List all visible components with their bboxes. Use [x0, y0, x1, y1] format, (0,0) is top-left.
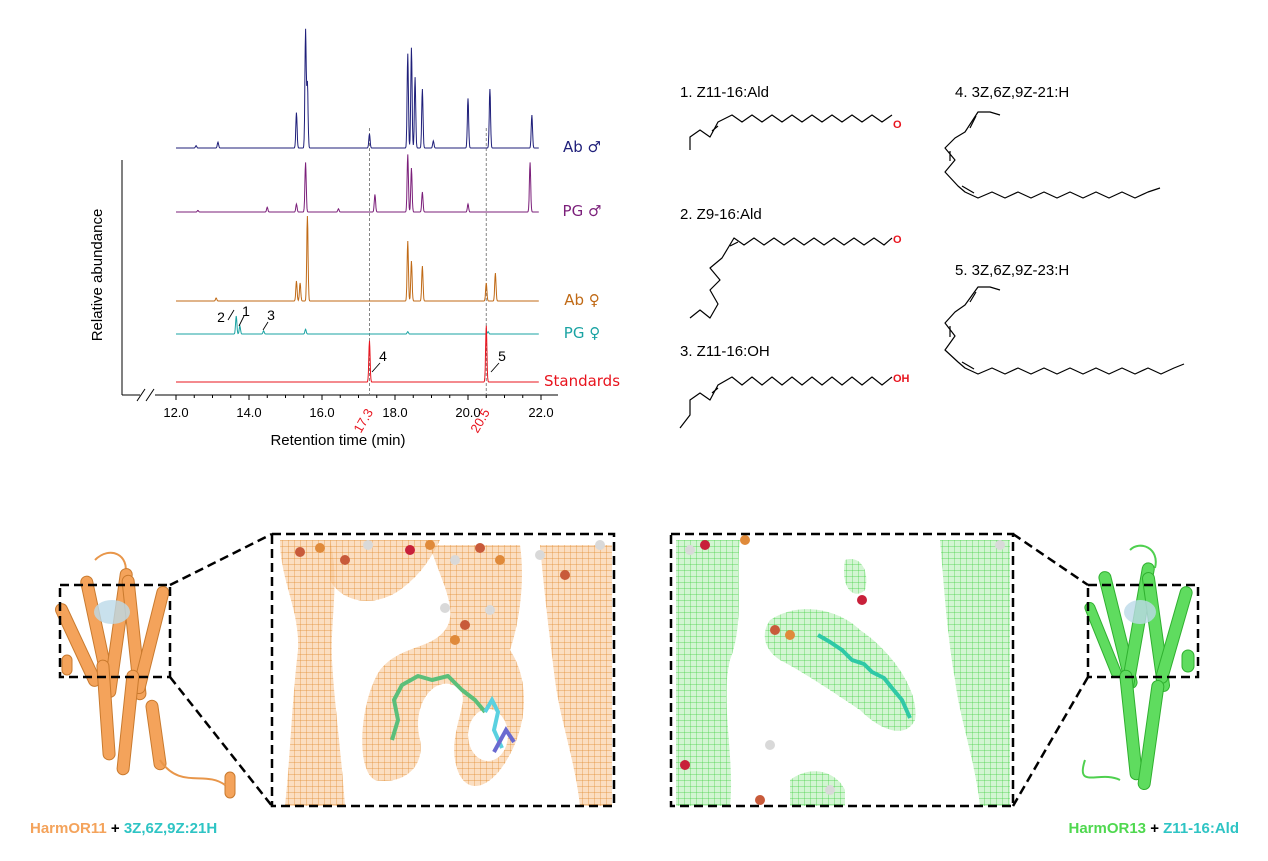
protein-cartoon-harmor13 [1081, 544, 1195, 791]
peak-label: 5 [498, 348, 506, 364]
protein-cartoon-harmor11 [55, 551, 236, 799]
zoom-box-small-left [58, 583, 172, 679]
double-bond-3 [711, 387, 719, 394]
double-bond-5a [969, 291, 977, 303]
axis-break-mark [136, 388, 146, 402]
axis-break-mark [145, 388, 155, 402]
x-tick-label: 18.0 [382, 405, 407, 420]
structure-5 [944, 286, 1185, 375]
ligand-name-right: Z11-16:Ald [1163, 820, 1239, 837]
peak-label-leader [227, 309, 235, 321]
structure-2 [689, 237, 893, 319]
x-tick-label: 14.0 [236, 405, 261, 420]
peak-labels: 2 1 3 4 5 [217, 303, 506, 373]
double-bond-1 [711, 125, 719, 132]
compound-label-5: 5. 3Z,6Z,9Z-23:H [955, 262, 1069, 279]
receptor-name-left: HarmOR11 [30, 820, 107, 837]
x-ticks: 12.0 14.0 16.0 18.0 20.0 22.0 [163, 395, 554, 420]
peak-label: 3 [267, 307, 275, 323]
caption-left: HarmOR11 + 3Z,6Z,9Z:21H [30, 820, 217, 837]
compound-label-1: 1. Z11-16:Ald [680, 84, 769, 101]
zoom-line [1012, 532, 1089, 587]
double-bond-2 [729, 241, 739, 247]
peak-label: 4 [379, 348, 387, 364]
double-bond-4c [961, 185, 975, 194]
peak-label: 1 [242, 303, 250, 319]
y-axis-label: Relative abundance [89, 209, 106, 342]
compound-label-3: 3. Z11-16:OH [680, 343, 770, 360]
receptor-name-right: HarmOR13 [1068, 820, 1147, 837]
series-label: Ab ♀ [564, 291, 600, 309]
compound-label-2: 2. Z9-16:Ald [680, 206, 762, 223]
series-label: Ab ♂ [563, 138, 601, 156]
zoom-box-right [669, 532, 1015, 808]
x-tick-label: 22.0 [528, 405, 553, 420]
chemical-structures: 1. Z11-16:Ald O 2. Z9-16:Ald O 3. Z11-16… [679, 84, 1185, 429]
peak-label-leader [238, 315, 245, 327]
series-label: Standards [544, 372, 620, 390]
zoom-line [169, 676, 273, 807]
trace-4 [176, 325, 539, 383]
trace-3 [176, 315, 539, 335]
peak-label-leader [262, 321, 269, 331]
zoom-box-left [270, 532, 616, 808]
peak-label-leader [371, 362, 381, 373]
caption-right: HarmOR13 + Z11-16:Ald [1068, 820, 1239, 837]
double-bond-4a [969, 115, 977, 129]
zoom-line [1011, 676, 1090, 807]
double-bond-5c [961, 361, 975, 370]
trace-1 [176, 154, 539, 213]
chromatogram: Relative abundance Retention time (min) … [89, 28, 620, 449]
peak-label: 2 [217, 309, 225, 325]
x-tick-label: 16.0 [309, 405, 334, 420]
structure-1 [689, 114, 893, 150]
hydroxyl-3: OH [893, 373, 910, 385]
trace-2 [176, 215, 539, 302]
carbonyl-2: O [893, 234, 902, 246]
reference-line-label: 17.3 [350, 406, 376, 435]
series-label: PG ♂ [563, 202, 602, 220]
caption-joiner-left: + [106, 820, 124, 837]
peak-label-leader [490, 362, 500, 373]
structure-3 [679, 376, 893, 429]
x-axis-label: Retention time (min) [270, 432, 405, 449]
zoom-box-small-right [1086, 583, 1200, 679]
structure-4 [944, 111, 1161, 199]
cavity-panel-harmor11 [272, 534, 614, 806]
ligand-name-left: 3Z,6Z,9Z:21H [123, 820, 218, 837]
trace-0 [176, 28, 539, 149]
traces: Ab ♂ PG ♂ Ab ♀ PG ♀ Standards [176, 28, 620, 390]
x-tick-label: 20.0 [455, 405, 480, 420]
cavity-panel-harmor13 [671, 534, 1013, 806]
carbonyl-1: O [893, 119, 902, 131]
caption-joiner-right: + [1146, 820, 1164, 837]
series-label: PG ♀ [564, 324, 600, 342]
zoom-line [169, 532, 273, 587]
compound-label-4: 4. 3Z,6Z,9Z-21:H [955, 84, 1069, 101]
x-tick-label: 12.0 [163, 405, 188, 420]
